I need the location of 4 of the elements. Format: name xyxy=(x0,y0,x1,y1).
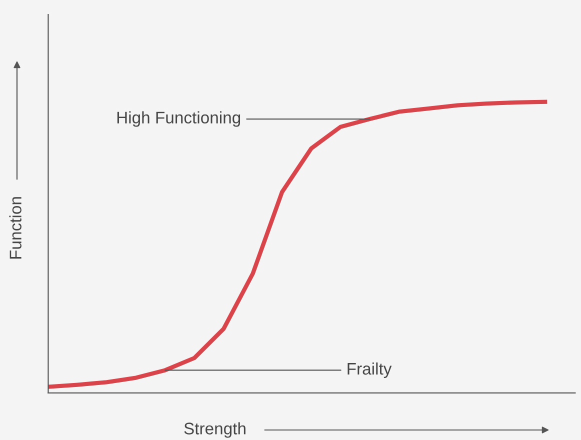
annotation: High Functioning xyxy=(117,111,240,127)
y-axis-title: Function xyxy=(9,197,22,259)
x-axis-title: Strength xyxy=(184,422,246,438)
annotation: Frailty xyxy=(348,362,392,378)
